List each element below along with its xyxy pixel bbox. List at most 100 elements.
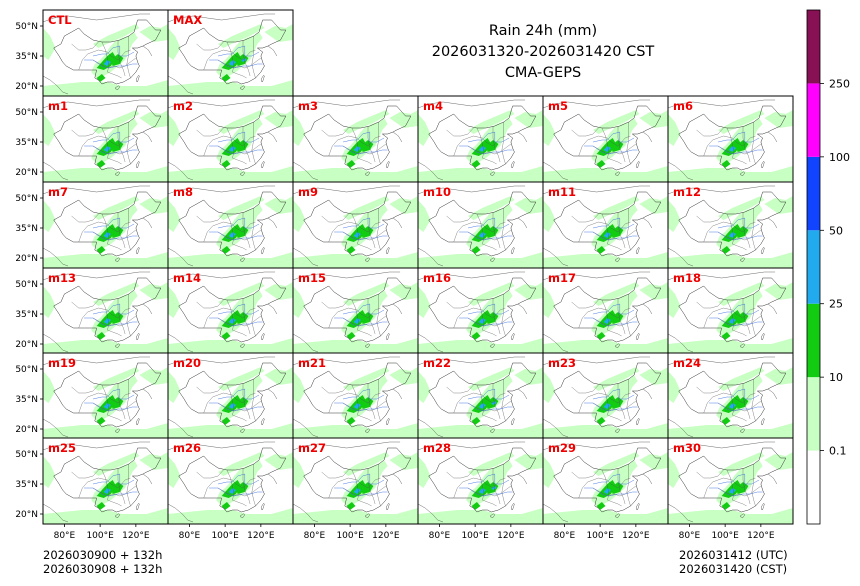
y-tick-label: 20°N [15,340,38,350]
panel-m29: m29 [542,437,669,525]
init-time-utc: 2026030900 + 132h [43,548,163,562]
panel-label: CTL [48,13,72,27]
panel-label: m14 [173,271,201,285]
panel-m3: m3 [292,95,419,183]
colorbar-label: 100 [829,151,850,164]
panel-m21: m21 [292,352,419,440]
panel-m20: m20 [167,352,294,440]
panel-m19: m19 [42,352,169,440]
panel-m1: m1 [42,95,169,183]
chart-model: CMA-GEPS [504,65,582,81]
panel-max: MAX [167,9,294,97]
panel-label: m23 [548,356,576,370]
y-tick-label: 50°N [15,194,38,204]
y-tick-label: 35°N [15,224,38,234]
x-tick-label: 80°E [304,531,326,541]
panel-m15: m15 [292,267,419,355]
panel-label: m5 [548,99,568,113]
colorbar-segment [807,450,820,524]
panel-label: m9 [298,185,318,199]
panel-label: MAX [173,13,202,27]
panel-label: m13 [48,271,76,285]
y-tick-label: 20°N [15,510,38,520]
x-tick-label: 120°E [497,531,525,541]
panel-m25: m25 [42,437,169,525]
x-tick-label: 100°E [586,531,614,541]
panel-m11: m11 [542,181,669,269]
panel-m5: m5 [542,95,669,183]
panel-m27: m27 [292,437,419,525]
panel-m23: m23 [542,352,669,440]
y-tick-label: 20°N [15,254,38,264]
x-tick-label: 120°E [247,531,275,541]
colorbar-label: 50 [829,224,843,237]
x-tick-label: 120°E [372,531,400,541]
panel-ctl: CTL [42,9,169,97]
panel-label: m7 [48,185,68,199]
init-time-cst: 2026030908 + 132h [43,562,163,576]
panel-label: m3 [298,99,318,113]
valid-time-cst: 2026031420 (CST) [679,562,788,576]
y-tick-label: 50°N [15,280,38,290]
chart-title: Rain 24h (mm) [488,23,598,39]
colorbar-label: 250 [829,77,850,90]
panel-m2: m2 [167,95,294,183]
panel-label: m25 [48,441,76,455]
panel-label: m10 [423,185,451,199]
panel-label: m20 [173,356,201,370]
y-tick-label: 35°N [15,480,38,490]
colorbar-label: 10 [829,371,843,384]
panel-label: m2 [173,99,193,113]
panel-label: m16 [423,271,451,285]
panel-m30: m30 [667,437,794,525]
panel-m22: m22 [417,352,544,440]
y-tick-label: 50°N [15,365,38,375]
panel-label: m19 [48,356,76,370]
chart-period: 2026031320-2026031420 CST [431,44,655,60]
panel-label: m22 [423,356,451,370]
y-tick-label: 20°N [15,425,38,435]
panel-m17: m17 [542,267,669,355]
panel-label: m24 [673,356,701,370]
colorbar-segment [807,156,820,231]
panel-m13: m13 [42,267,169,355]
colorbar-segment [807,10,820,84]
y-tick-label: 35°N [15,395,38,405]
panel-m18: m18 [667,267,794,355]
y-tick-label: 50°N [15,450,38,460]
colorbar-segment [807,303,820,378]
y-tick-label: 35°N [15,138,38,148]
panel-m8: m8 [167,181,294,269]
panel-m10: m10 [417,181,544,269]
y-tick-label: 35°N [15,52,38,62]
y-tick-label: 20°N [15,168,38,178]
panel-m24: m24 [667,352,794,440]
x-tick-label: 100°E [211,531,239,541]
panel-label: m6 [673,99,693,113]
panel-m14: m14 [167,267,294,355]
x-tick-label: 80°E [54,531,76,541]
x-tick-label: 80°E [679,531,701,541]
colorbar-segment [807,230,820,304]
panel-label: m26 [173,441,201,455]
panel-m12: m12 [667,181,794,269]
panel-m28: m28 [417,437,544,525]
panel-m9: m9 [292,181,419,269]
panel-label: m29 [548,441,576,455]
x-tick-label: 120°E [747,531,775,541]
x-tick-label: 100°E [336,531,364,541]
panel-m4: m4 [417,95,544,183]
panel-label: m17 [548,271,576,285]
y-tick-label: 35°N [15,310,38,320]
panel-label: m30 [673,441,701,455]
panel-label: m12 [673,185,701,199]
y-tick-label: 50°N [15,108,38,118]
colorbar-label: 25 [829,298,843,311]
x-tick-label: 80°E [429,531,451,541]
panel-m16: m16 [417,267,544,355]
y-tick-label: 50°N [15,22,38,32]
panel-m7: m7 [42,181,169,269]
panel-m6: m6 [667,95,794,183]
